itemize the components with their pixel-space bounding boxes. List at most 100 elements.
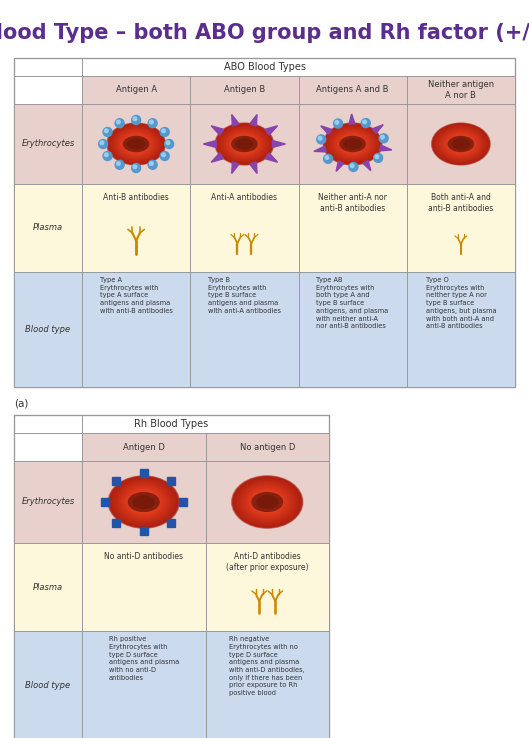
Ellipse shape (231, 134, 258, 154)
Ellipse shape (124, 487, 164, 517)
Ellipse shape (432, 123, 490, 165)
FancyBboxPatch shape (14, 543, 329, 631)
Ellipse shape (325, 124, 381, 164)
Ellipse shape (237, 480, 297, 524)
Circle shape (115, 160, 124, 169)
Ellipse shape (116, 481, 172, 523)
Polygon shape (272, 140, 285, 148)
Circle shape (381, 135, 384, 139)
Ellipse shape (444, 132, 478, 156)
Ellipse shape (324, 123, 381, 165)
Ellipse shape (223, 128, 266, 159)
Ellipse shape (255, 493, 279, 511)
Polygon shape (232, 114, 239, 126)
Ellipse shape (108, 476, 179, 528)
Ellipse shape (328, 126, 377, 162)
Circle shape (160, 128, 169, 137)
Ellipse shape (323, 123, 382, 165)
Ellipse shape (436, 126, 486, 162)
Circle shape (379, 134, 388, 143)
Ellipse shape (434, 125, 487, 163)
Ellipse shape (109, 476, 179, 528)
Ellipse shape (113, 128, 159, 160)
Text: Anti-A antibodies: Anti-A antibodies (212, 193, 277, 202)
FancyBboxPatch shape (14, 631, 329, 738)
Ellipse shape (331, 128, 374, 159)
Polygon shape (167, 477, 175, 486)
Ellipse shape (130, 492, 158, 512)
Ellipse shape (233, 477, 302, 528)
Ellipse shape (243, 484, 291, 520)
Text: Rh positive
Erythrocytes with
type D surface
antigens and plasma
with no anti-D
: Rh positive Erythrocytes with type D sur… (108, 636, 179, 680)
Ellipse shape (216, 123, 273, 165)
Text: Plasma: Plasma (33, 224, 63, 232)
Ellipse shape (127, 490, 160, 514)
Text: Erythrocytes: Erythrocytes (21, 139, 75, 148)
Polygon shape (363, 160, 371, 170)
Circle shape (334, 119, 343, 128)
Ellipse shape (232, 476, 303, 528)
Polygon shape (265, 125, 278, 135)
Ellipse shape (432, 123, 490, 165)
Ellipse shape (120, 132, 153, 156)
Text: Type A
Erythrocytes with
type A surface
antigens and plasma
with anti-B antibodi: Type A Erythrocytes with type A surface … (99, 277, 172, 314)
Ellipse shape (120, 484, 168, 520)
FancyBboxPatch shape (14, 415, 329, 738)
Ellipse shape (241, 483, 293, 521)
Circle shape (335, 120, 339, 124)
Circle shape (160, 151, 169, 160)
Ellipse shape (233, 477, 302, 527)
FancyBboxPatch shape (82, 76, 515, 104)
Ellipse shape (339, 134, 366, 154)
Polygon shape (336, 161, 344, 171)
Ellipse shape (232, 476, 302, 528)
Ellipse shape (226, 131, 262, 157)
Text: Type O
Erythrocytes with
neither type A nor
type B surface
antigens, but plasma
: Type O Erythrocytes with neither type A … (425, 277, 496, 329)
Circle shape (361, 119, 370, 128)
Ellipse shape (110, 477, 178, 527)
Polygon shape (211, 125, 224, 135)
Ellipse shape (252, 493, 282, 511)
Polygon shape (349, 114, 355, 124)
FancyBboxPatch shape (82, 433, 329, 461)
Circle shape (363, 120, 367, 124)
Text: Antigens A and B: Antigens A and B (316, 86, 389, 94)
Ellipse shape (446, 134, 476, 155)
Polygon shape (232, 162, 239, 173)
Polygon shape (179, 498, 187, 506)
Ellipse shape (123, 134, 149, 154)
Ellipse shape (232, 137, 257, 151)
Polygon shape (265, 153, 278, 162)
Polygon shape (112, 477, 120, 486)
Circle shape (100, 141, 104, 145)
Text: Antigen B: Antigen B (224, 86, 265, 94)
Ellipse shape (107, 123, 165, 165)
Ellipse shape (432, 123, 490, 165)
FancyBboxPatch shape (14, 272, 515, 387)
Polygon shape (167, 519, 175, 526)
Ellipse shape (109, 477, 178, 528)
Ellipse shape (110, 477, 178, 527)
Text: Blood type: Blood type (25, 325, 70, 334)
Text: Neither antigen
A nor B: Neither antigen A nor B (428, 80, 494, 100)
FancyBboxPatch shape (14, 461, 329, 543)
Ellipse shape (448, 134, 474, 154)
Text: (a): (a) (14, 399, 29, 409)
Ellipse shape (108, 476, 179, 528)
Text: No anti-D antibodies: No anti-D antibodies (104, 552, 183, 561)
Ellipse shape (224, 130, 264, 158)
Ellipse shape (125, 489, 162, 515)
Ellipse shape (117, 483, 170, 521)
Polygon shape (211, 153, 224, 162)
Ellipse shape (230, 134, 259, 155)
Ellipse shape (341, 136, 364, 152)
Ellipse shape (432, 123, 489, 165)
Ellipse shape (451, 137, 471, 151)
Ellipse shape (344, 139, 361, 149)
Ellipse shape (133, 496, 154, 508)
Ellipse shape (343, 137, 363, 151)
Ellipse shape (432, 123, 490, 165)
Text: ABO Blood Types: ABO Blood Types (223, 62, 306, 72)
Polygon shape (250, 162, 257, 173)
Text: Rh negative
Erythrocytes with no
type D surface
antigens and plasma
with anti-D : Rh negative Erythrocytes with no type D … (230, 636, 305, 696)
